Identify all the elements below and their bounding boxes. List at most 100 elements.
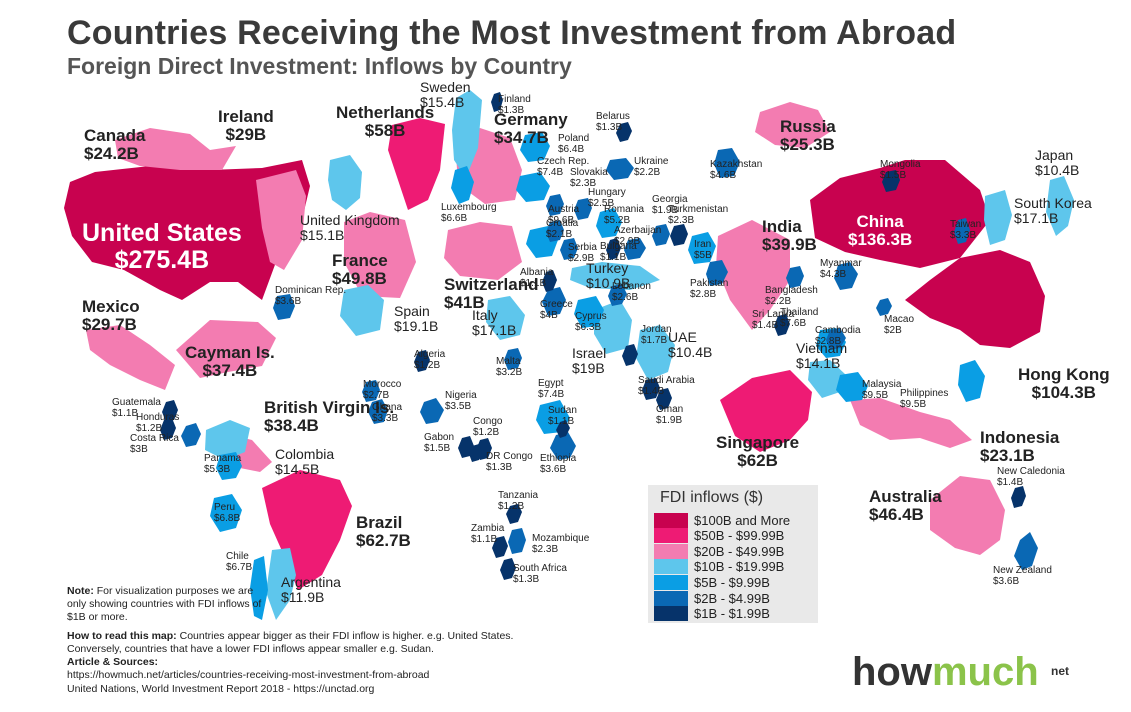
country-shape-hk	[905, 250, 1045, 348]
note: Note: For visualization purposes we are …	[67, 585, 267, 624]
country-shape-spain	[340, 285, 384, 336]
country-shape-sweden	[452, 90, 482, 178]
country-name: Lebanon	[612, 281, 651, 292]
sources: Article & Sources: https://howmuch.net/a…	[67, 656, 429, 696]
country-name: Argentina	[281, 574, 341, 590]
country-value: $17.1B	[1014, 210, 1059, 227]
legend-label: $2B - $4.99B	[694, 590, 770, 606]
country-name: Ukraine	[634, 156, 669, 167]
country-name: Pakistan	[690, 278, 729, 289]
country-name: Malta	[496, 356, 521, 367]
country-label-germany: Germany $34.7B	[494, 110, 568, 148]
country-label-panama: Panama $5.3B	[204, 453, 241, 476]
country-shape-poland	[520, 132, 550, 162]
country-name: British Virgin Is.	[264, 398, 395, 417]
country-name: Philippines	[900, 388, 949, 399]
country-label-bulgaria: Bulgaria $1.1B	[600, 241, 637, 264]
country-value: $4.3B	[820, 268, 847, 280]
country-value: $15.4B	[420, 94, 465, 111]
country-shape-hungary	[574, 198, 592, 220]
legend-label: $1B - $1.99B	[694, 606, 770, 622]
sources-link[interactable]: https://howmuch.net/articles/countries-r…	[67, 669, 430, 682]
country-value: $39.9B	[762, 235, 817, 255]
country-name: New Caledonia	[997, 466, 1065, 477]
country-shape-slovakia	[546, 194, 564, 216]
country-label-gabon: Gabon $1.5B	[424, 432, 454, 455]
country-value: $1.9B	[652, 204, 679, 216]
legend-title: FDI inflows ($)	[660, 489, 764, 506]
country-shape-panama	[216, 452, 242, 480]
logo-part-much: much	[931, 650, 1039, 694]
country-label-morocco: Morocco $2.7B	[363, 379, 401, 402]
country-label-indonesia: Indonesia $23.1B	[980, 428, 1059, 466]
country-label-italy: Italy $17.1B	[472, 307, 516, 338]
country-shape-chile	[250, 556, 268, 620]
country-value: $34.7B	[494, 128, 549, 148]
country-label-croatia: Croatia $2.1B	[546, 218, 578, 241]
country-value: $2.7B	[363, 389, 390, 401]
country-name: Italy	[472, 307, 498, 323]
country-label-mexico: Mexico $29.7B	[82, 297, 140, 335]
country-label-japan: Japan $10.4B	[1035, 147, 1079, 178]
country-shape-malta	[504, 348, 522, 370]
country-name: Malaysia	[862, 379, 902, 390]
logo-part-how: how	[852, 650, 932, 694]
country-label-chile: Chile $6.7B	[226, 551, 252, 574]
country-shape-guatemala	[162, 400, 178, 422]
country-value: $1.1B	[112, 407, 139, 419]
country-label-cyprus: Cyprus $6.3B	[575, 311, 607, 334]
country-label-jordan: Jordan $1.7B	[641, 324, 672, 347]
country-name: Costa Rica	[130, 433, 179, 444]
country-label-drcongo: DR Congo $1.3B	[486, 451, 533, 474]
country-shape-iran	[688, 232, 716, 264]
country-value: $5.3B	[204, 463, 231, 475]
legend-swatch	[654, 590, 688, 606]
country-label-peru: Peru $6.8B	[214, 502, 240, 525]
country-shape-dominican	[273, 294, 295, 320]
country-shape-ghana	[368, 399, 388, 424]
country-value: $62.7B	[356, 531, 411, 551]
country-name: Mozambique	[532, 533, 590, 544]
country-shape-tanzania	[506, 504, 522, 524]
country-value: $2.3B	[532, 543, 559, 555]
country-shape-honduras	[160, 418, 176, 440]
legend-swatch	[654, 528, 688, 544]
country-name: Ireland	[218, 107, 274, 126]
country-shape-luxembourg	[451, 166, 474, 204]
country-label-slovakia: Slovakia $2.3B	[570, 167, 608, 190]
country-value: $2.8B	[815, 335, 842, 347]
country-shape-mozambique	[508, 528, 526, 554]
country-name: Finland	[498, 94, 531, 105]
howto-text: Countries appear bigger as their FDI inf…	[67, 630, 514, 656]
country-name: Nigeria	[445, 390, 477, 401]
country-shape-algeria	[414, 350, 430, 372]
country-label-argentina: Argentina $11.9B	[281, 574, 341, 605]
country-value: $1.2B	[498, 500, 525, 512]
country-name: Poland	[558, 133, 590, 144]
country-value: $1.4B	[638, 385, 665, 397]
country-value: $7.4B	[538, 388, 565, 400]
country-value: $1.1B	[471, 533, 498, 545]
country-label-kazakhstan: Kazakhstan $4.6B	[710, 159, 762, 182]
howto-heading: How to read this map:	[67, 630, 177, 642]
country-label-bvi: British Virgin Is. $38.4B	[264, 398, 395, 436]
legend-item: $20B - $49.99B	[654, 543, 784, 559]
country-label-mongolia: Mongolia $1.5B	[880, 159, 921, 182]
legend-label: $50B - $99.99B	[694, 528, 785, 544]
country-label-bangladesh: Bangladesh $2.2B	[765, 285, 818, 308]
country-shape-singapore	[720, 370, 812, 452]
country-label-us: United States $275.4B	[82, 220, 242, 274]
country-value: $1.5B	[424, 442, 451, 454]
country-name: Sweden	[420, 79, 471, 95]
country-name: Turkey	[586, 260, 629, 276]
country-label-malaysia: Malaysia $9.5B	[862, 379, 902, 402]
country-label-congo: Congo $1.2B	[473, 416, 502, 439]
country-name: Serbia	[568, 242, 597, 253]
country-shape-india	[716, 220, 790, 330]
country-label-iran: Iran $5B	[694, 239, 712, 262]
country-value: $3.3B	[372, 412, 399, 424]
legend-item: $1B - $1.99B	[654, 606, 770, 622]
country-shape-russia	[755, 102, 830, 148]
country-label-hungary: Hungary $2.5B	[588, 187, 626, 210]
country-name: Brazil	[356, 513, 403, 532]
